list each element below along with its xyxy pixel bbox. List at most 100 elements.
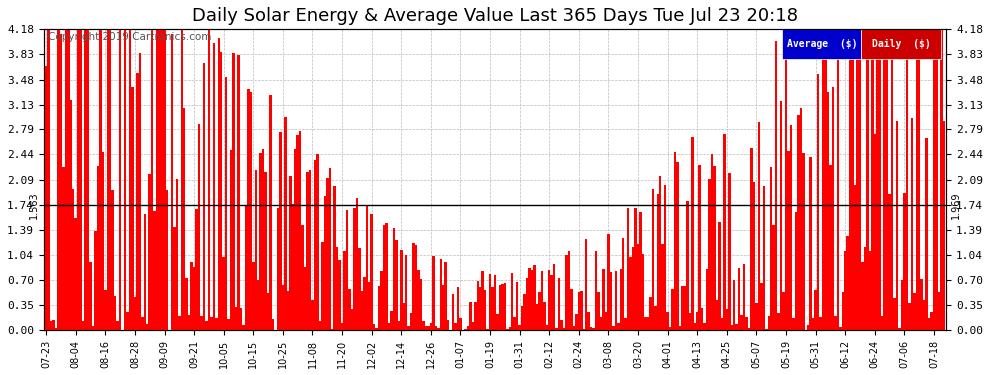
Bar xyxy=(403,303,405,330)
Bar xyxy=(868,251,871,330)
Bar xyxy=(825,58,827,330)
Bar xyxy=(267,292,269,330)
Bar xyxy=(926,138,928,330)
Bar xyxy=(220,52,223,330)
Bar xyxy=(728,174,731,330)
Bar xyxy=(355,198,358,330)
Bar xyxy=(572,326,575,330)
Bar xyxy=(752,182,755,330)
Bar xyxy=(155,29,158,330)
Bar xyxy=(459,318,461,330)
Bar xyxy=(840,327,842,330)
Bar xyxy=(137,73,139,330)
Bar xyxy=(341,324,344,330)
Bar xyxy=(938,292,940,330)
Bar xyxy=(780,101,782,330)
Text: Copyright 2019 Cartronics.com: Copyright 2019 Cartronics.com xyxy=(49,32,212,42)
Bar xyxy=(536,304,539,330)
Bar xyxy=(787,152,790,330)
Bar xyxy=(240,309,243,330)
Bar xyxy=(622,238,625,330)
Bar xyxy=(69,100,72,330)
Bar xyxy=(516,282,519,330)
Bar xyxy=(896,121,898,330)
Bar xyxy=(750,148,752,330)
Text: Average  ($): Average ($) xyxy=(786,39,857,50)
Bar xyxy=(153,211,155,330)
Bar xyxy=(567,251,570,330)
Bar xyxy=(289,176,291,330)
Bar xyxy=(600,317,602,330)
Bar xyxy=(790,125,792,330)
Bar xyxy=(269,95,272,330)
Bar xyxy=(745,317,747,330)
Bar xyxy=(521,306,524,330)
Bar xyxy=(931,312,933,330)
Bar xyxy=(208,29,210,330)
Title: Daily Solar Energy & Average Value Last 365 Days Tue Jul 23 20:18: Daily Solar Energy & Average Value Last … xyxy=(192,7,798,25)
Bar xyxy=(612,326,615,330)
Bar xyxy=(555,328,558,330)
Bar xyxy=(77,29,79,330)
Bar xyxy=(180,29,183,330)
Bar xyxy=(873,134,876,330)
Bar xyxy=(336,247,339,330)
Bar xyxy=(45,66,48,330)
Bar xyxy=(575,314,577,330)
Bar xyxy=(395,240,398,330)
Bar xyxy=(486,329,489,330)
Bar xyxy=(509,327,511,330)
Bar xyxy=(175,178,178,330)
Bar xyxy=(185,278,188,330)
Bar xyxy=(846,236,848,330)
Bar xyxy=(127,312,129,330)
Bar xyxy=(694,323,696,330)
Bar xyxy=(398,321,400,330)
Bar xyxy=(541,271,544,330)
Bar xyxy=(775,41,777,330)
Bar xyxy=(329,168,331,330)
Bar xyxy=(580,291,582,330)
Bar xyxy=(760,283,762,330)
Bar xyxy=(640,212,642,330)
Bar xyxy=(200,316,203,330)
Bar xyxy=(235,307,238,330)
Bar xyxy=(248,90,249,330)
Bar xyxy=(716,300,718,330)
Bar xyxy=(721,318,723,330)
Bar xyxy=(848,29,851,330)
Bar xyxy=(651,189,654,330)
Bar xyxy=(178,316,180,330)
Bar xyxy=(534,266,536,330)
Bar xyxy=(832,87,835,330)
Bar xyxy=(607,234,610,330)
Bar xyxy=(590,327,592,330)
Bar xyxy=(339,260,341,330)
Bar xyxy=(363,277,365,330)
Bar xyxy=(646,317,649,330)
Bar xyxy=(57,29,59,330)
Bar xyxy=(385,223,388,330)
Bar xyxy=(903,194,906,330)
Bar xyxy=(644,316,646,330)
Text: 1.563: 1.563 xyxy=(29,191,40,219)
Bar xyxy=(494,274,496,330)
Bar xyxy=(294,149,296,330)
Bar xyxy=(506,329,509,330)
Bar xyxy=(570,288,572,330)
Bar xyxy=(405,255,408,330)
Bar xyxy=(491,286,494,330)
Bar xyxy=(827,92,830,330)
Bar xyxy=(442,285,445,330)
Bar xyxy=(259,153,262,330)
Bar xyxy=(148,174,150,330)
Bar xyxy=(413,243,415,330)
Bar xyxy=(757,122,760,330)
Bar xyxy=(906,29,908,330)
Bar xyxy=(851,29,853,330)
Bar xyxy=(365,205,368,330)
Bar xyxy=(582,329,585,330)
Bar xyxy=(615,272,617,330)
Bar xyxy=(218,38,220,330)
Bar xyxy=(726,309,728,330)
